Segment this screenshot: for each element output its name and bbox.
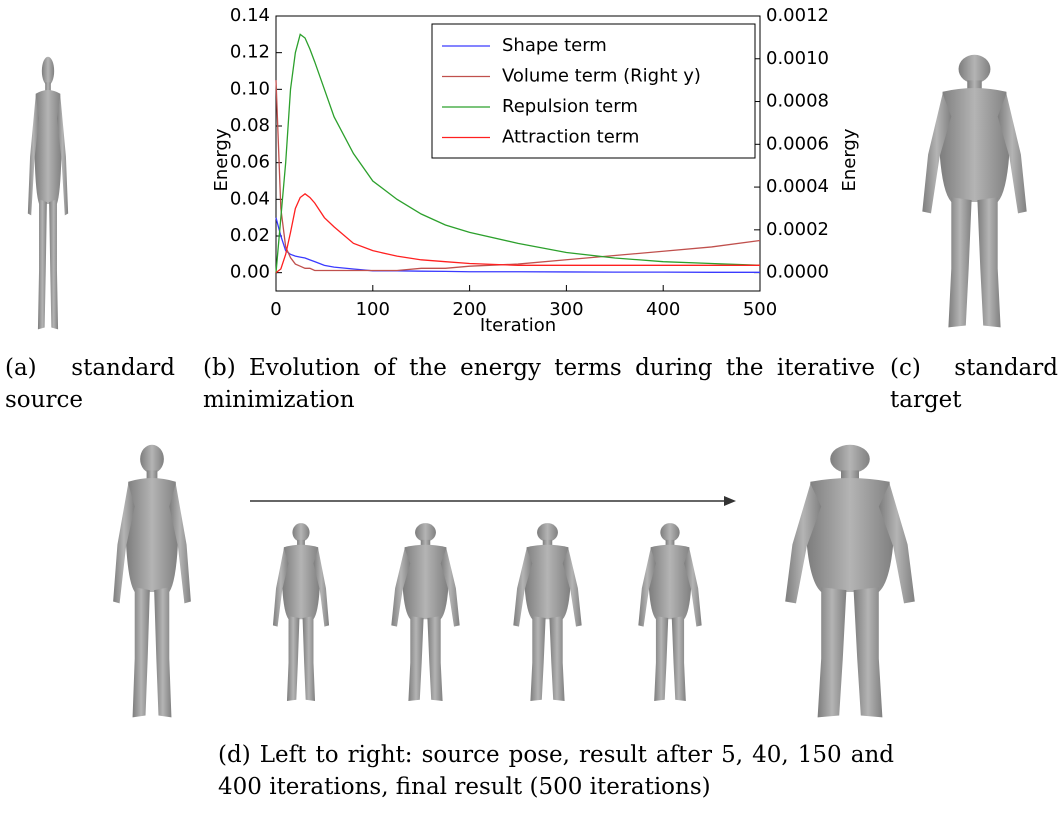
series-line bbox=[275, 80, 761, 272]
y-tick-label: 0.04 bbox=[230, 188, 270, 209]
caption-b: (b) Evolution of the energy terms during… bbox=[203, 355, 875, 413]
caption-d: (d) Left to right: source pose, result a… bbox=[218, 742, 894, 800]
y2-tick-label: 0.0002 bbox=[766, 219, 829, 240]
chart: Iteration Energy Energy 0 100 200 300 400 500… bbox=[211, 5, 860, 336]
y2-tick-label: 0.0006 bbox=[766, 133, 829, 154]
y-axis-label: Energy bbox=[211, 128, 232, 191]
x-tick-label: 400 bbox=[646, 299, 680, 320]
y-tick-label: 0.06 bbox=[230, 152, 270, 173]
arrow-head bbox=[724, 496, 736, 506]
legend-label: Volume term (Right y) bbox=[502, 66, 701, 87]
x-tick-label: 300 bbox=[549, 299, 583, 320]
y2-tick-label: 0.0000 bbox=[766, 262, 829, 283]
x-tick-label: 100 bbox=[356, 299, 390, 320]
x-tick-label: 200 bbox=[452, 299, 486, 320]
y2-tick-label: 0.0004 bbox=[766, 176, 829, 197]
y2-tick-label: 0.0010 bbox=[766, 48, 829, 69]
y-tick-label: 0.14 bbox=[230, 5, 270, 26]
x-tick-label: 0 bbox=[270, 299, 281, 320]
series-line bbox=[275, 217, 760, 273]
legend-label: Attraction term bbox=[502, 127, 639, 148]
caption-c: (c) standard target bbox=[890, 355, 1058, 413]
caption-a: (a) standard source bbox=[5, 355, 175, 413]
y-tick-label: 0.08 bbox=[230, 115, 270, 136]
legend-label: Shape term bbox=[502, 35, 607, 56]
x-tick-label: 500 bbox=[743, 299, 777, 320]
y-tick-label: 0.02 bbox=[230, 225, 270, 246]
y-tick-label: 0.12 bbox=[230, 42, 270, 63]
y2-axis-label: Energy bbox=[839, 128, 860, 191]
y2-tick-label: 0.0012 bbox=[766, 5, 829, 26]
y-tick-label: 0.00 bbox=[230, 262, 270, 283]
x-axis-label: Iteration bbox=[480, 315, 556, 336]
y-tick-label: 0.10 bbox=[230, 78, 270, 99]
plot-frame bbox=[275, 15, 761, 292]
y2-tick-label: 0.0008 bbox=[766, 91, 829, 112]
series-line bbox=[275, 193, 760, 274]
legend-label: Repulsion term bbox=[502, 96, 638, 117]
series-line bbox=[275, 33, 761, 273]
